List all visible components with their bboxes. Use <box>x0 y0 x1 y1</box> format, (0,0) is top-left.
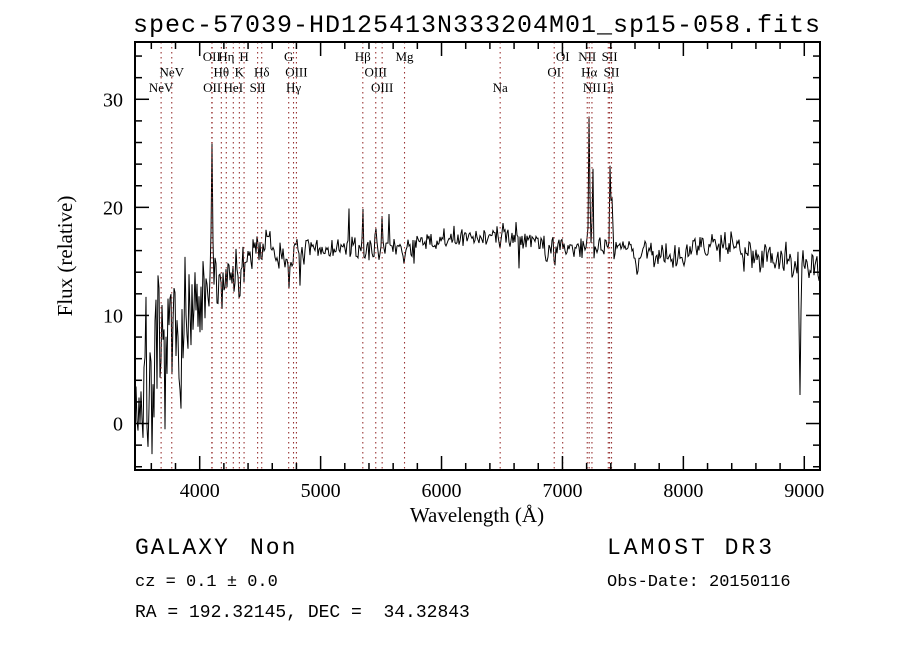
spectral-line-markers: NeVNeVOIIOIIHθHηHeIKHSIIHδGHγOIIIHβOIIIO… <box>149 42 620 470</box>
spectral-line-label: OI <box>547 65 561 80</box>
y-tick-label: 0 <box>113 414 123 436</box>
spectral-line-label: SII <box>604 65 620 80</box>
classification-label: GALAXY <box>135 535 230 561</box>
spectral-line-label: OIII <box>371 80 393 95</box>
plot-title: spec-57039-HD125413N333204M01_sp15-058.f… <box>133 11 821 40</box>
spectral-line-label: K <box>235 65 245 80</box>
spectral-line-label: Hη <box>218 49 234 64</box>
spectral-line-label: Hβ <box>355 49 371 64</box>
plot-frame <box>134 41 821 471</box>
y-tick-label: 10 <box>103 305 123 327</box>
spectral-line-label: SII <box>250 80 266 95</box>
x-tick-label: 6000 <box>422 480 462 502</box>
spectral-line-label: NeV <box>149 80 174 95</box>
spectral-line-label: SII <box>602 49 618 64</box>
x-axis-label: Wavelength (Å) <box>410 503 544 527</box>
x-tick-label: 5000 <box>301 480 341 502</box>
subclass-label: Non <box>250 535 297 561</box>
spectral-line-label: NII <box>583 80 601 95</box>
x-tick-label: 4000 <box>180 480 220 502</box>
x-tick-label: 8000 <box>663 480 703 502</box>
spectral-line-label: NeV <box>159 65 184 80</box>
axis-ticks: 4000 5000 6000 7000 8000 9000 0 10 20 30 <box>103 42 824 502</box>
x-tick-label: 7000 <box>542 480 582 502</box>
spectral-line-label: G <box>284 49 293 64</box>
spectral-line-label: Na <box>493 80 508 95</box>
spectral-line-label: OIII <box>365 65 387 80</box>
spectral-line-label: HeI <box>224 80 244 95</box>
spectral-line-label: Li <box>602 80 614 95</box>
y-tick-label: 30 <box>103 89 123 111</box>
ra-dec-text: RA = 192.32145, DEC = 34.32843 <box>135 603 470 623</box>
spectral-line-label: Hα <box>581 65 597 80</box>
spectral-line-label: OII <box>203 80 221 95</box>
obs-date-text: Obs-Date: 20150116 <box>607 573 791 592</box>
redshift-text: cz = 0.1 ± 0.0 <box>135 573 278 592</box>
y-tick-label: 20 <box>103 197 123 219</box>
survey-release-label: LAMOST DR3 <box>607 535 775 561</box>
spectrum-trace <box>134 116 821 455</box>
spectral-line-label: Hγ <box>286 80 301 95</box>
spectral-line-label: NII <box>578 49 596 64</box>
y-axis-label: Flux (relative) <box>53 196 77 317</box>
spectral-line-label: OIII <box>285 65 307 80</box>
spectral-line-label: Hδ <box>254 65 270 80</box>
spectral-line-label: OII <box>203 49 221 64</box>
spectral-line-label: Mg <box>395 49 414 64</box>
spectral-line-label: Hθ <box>214 65 230 80</box>
x-tick-label: 9000 <box>784 480 824 502</box>
spectral-line-label: H <box>239 49 248 64</box>
spectral-line-label: OI <box>556 49 570 64</box>
